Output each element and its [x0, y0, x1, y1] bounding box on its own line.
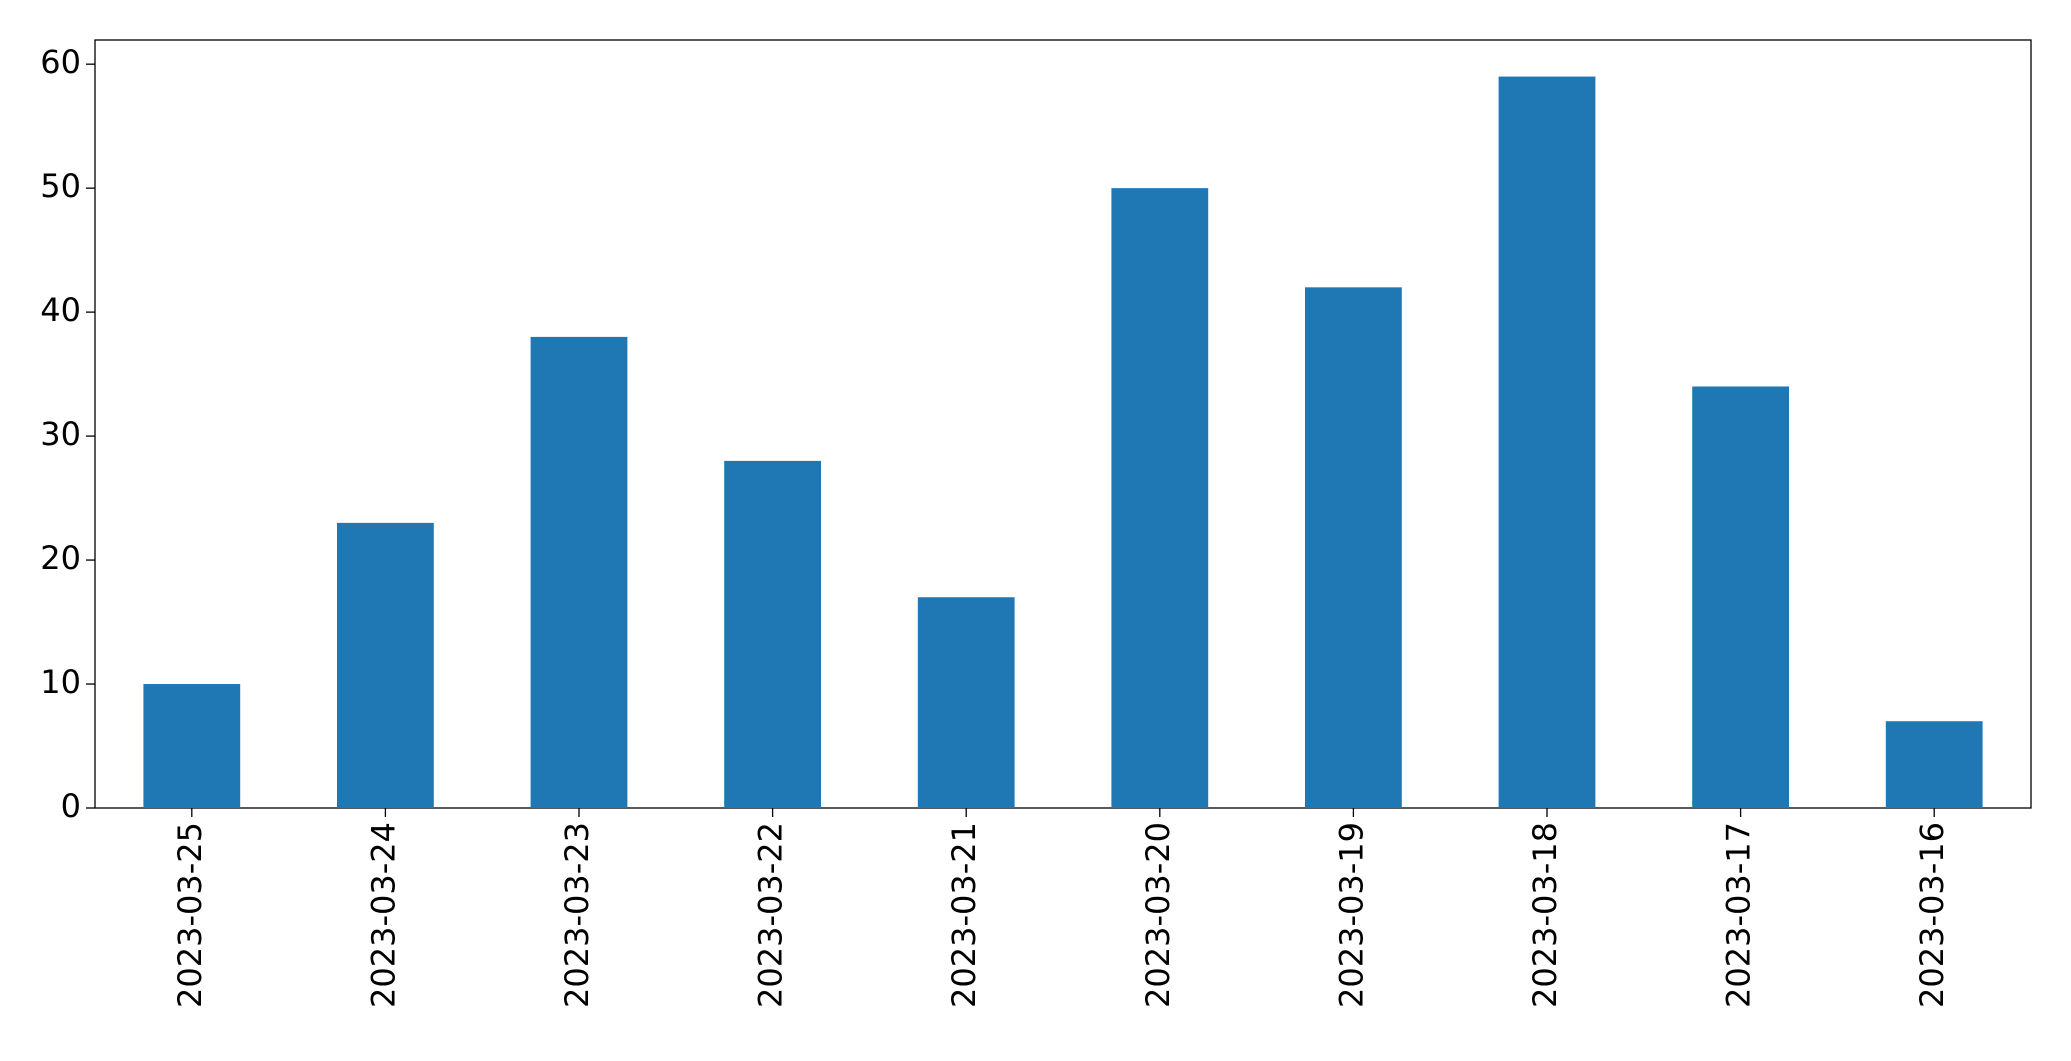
- x-tick-label: 2023-03-20: [1139, 822, 1177, 1008]
- x-tick-label: 2023-03-18: [1526, 822, 1564, 1008]
- y-tick-label: 50: [40, 167, 81, 205]
- y-tick-label: 20: [40, 539, 81, 577]
- bar: [917, 597, 1015, 808]
- bar: [1498, 76, 1596, 809]
- y-tick-label: 60: [40, 43, 81, 81]
- bar: [724, 460, 821, 808]
- x-tick-label: 2023-03-17: [1720, 822, 1758, 1008]
- bar: [143, 684, 241, 808]
- bar: [337, 522, 434, 808]
- x-tick-label: 2023-03-23: [558, 822, 596, 1008]
- y-tick-label: 30: [40, 415, 81, 453]
- x-tick-label: 2023-03-19: [1332, 822, 1370, 1008]
- y-tick-label: 40: [40, 291, 81, 329]
- bar: [1692, 386, 1789, 808]
- bar: [1111, 188, 1209, 809]
- x-tick-label: 2023-03-16: [1913, 822, 1951, 1008]
- y-tick-label: 10: [40, 663, 81, 701]
- plot-frame: [94, 39, 2032, 809]
- x-tick-label: 2023-03-25: [171, 822, 209, 1008]
- y-tick-label: 0: [61, 787, 81, 825]
- x-tick-label: 2023-03-21: [945, 822, 983, 1008]
- x-tick-label: 2023-03-24: [364, 822, 402, 1008]
- bar: [1305, 287, 1402, 808]
- bar: [1885, 721, 1983, 808]
- bar: [530, 336, 628, 808]
- x-tick-label: 2023-03-22: [752, 822, 790, 1008]
